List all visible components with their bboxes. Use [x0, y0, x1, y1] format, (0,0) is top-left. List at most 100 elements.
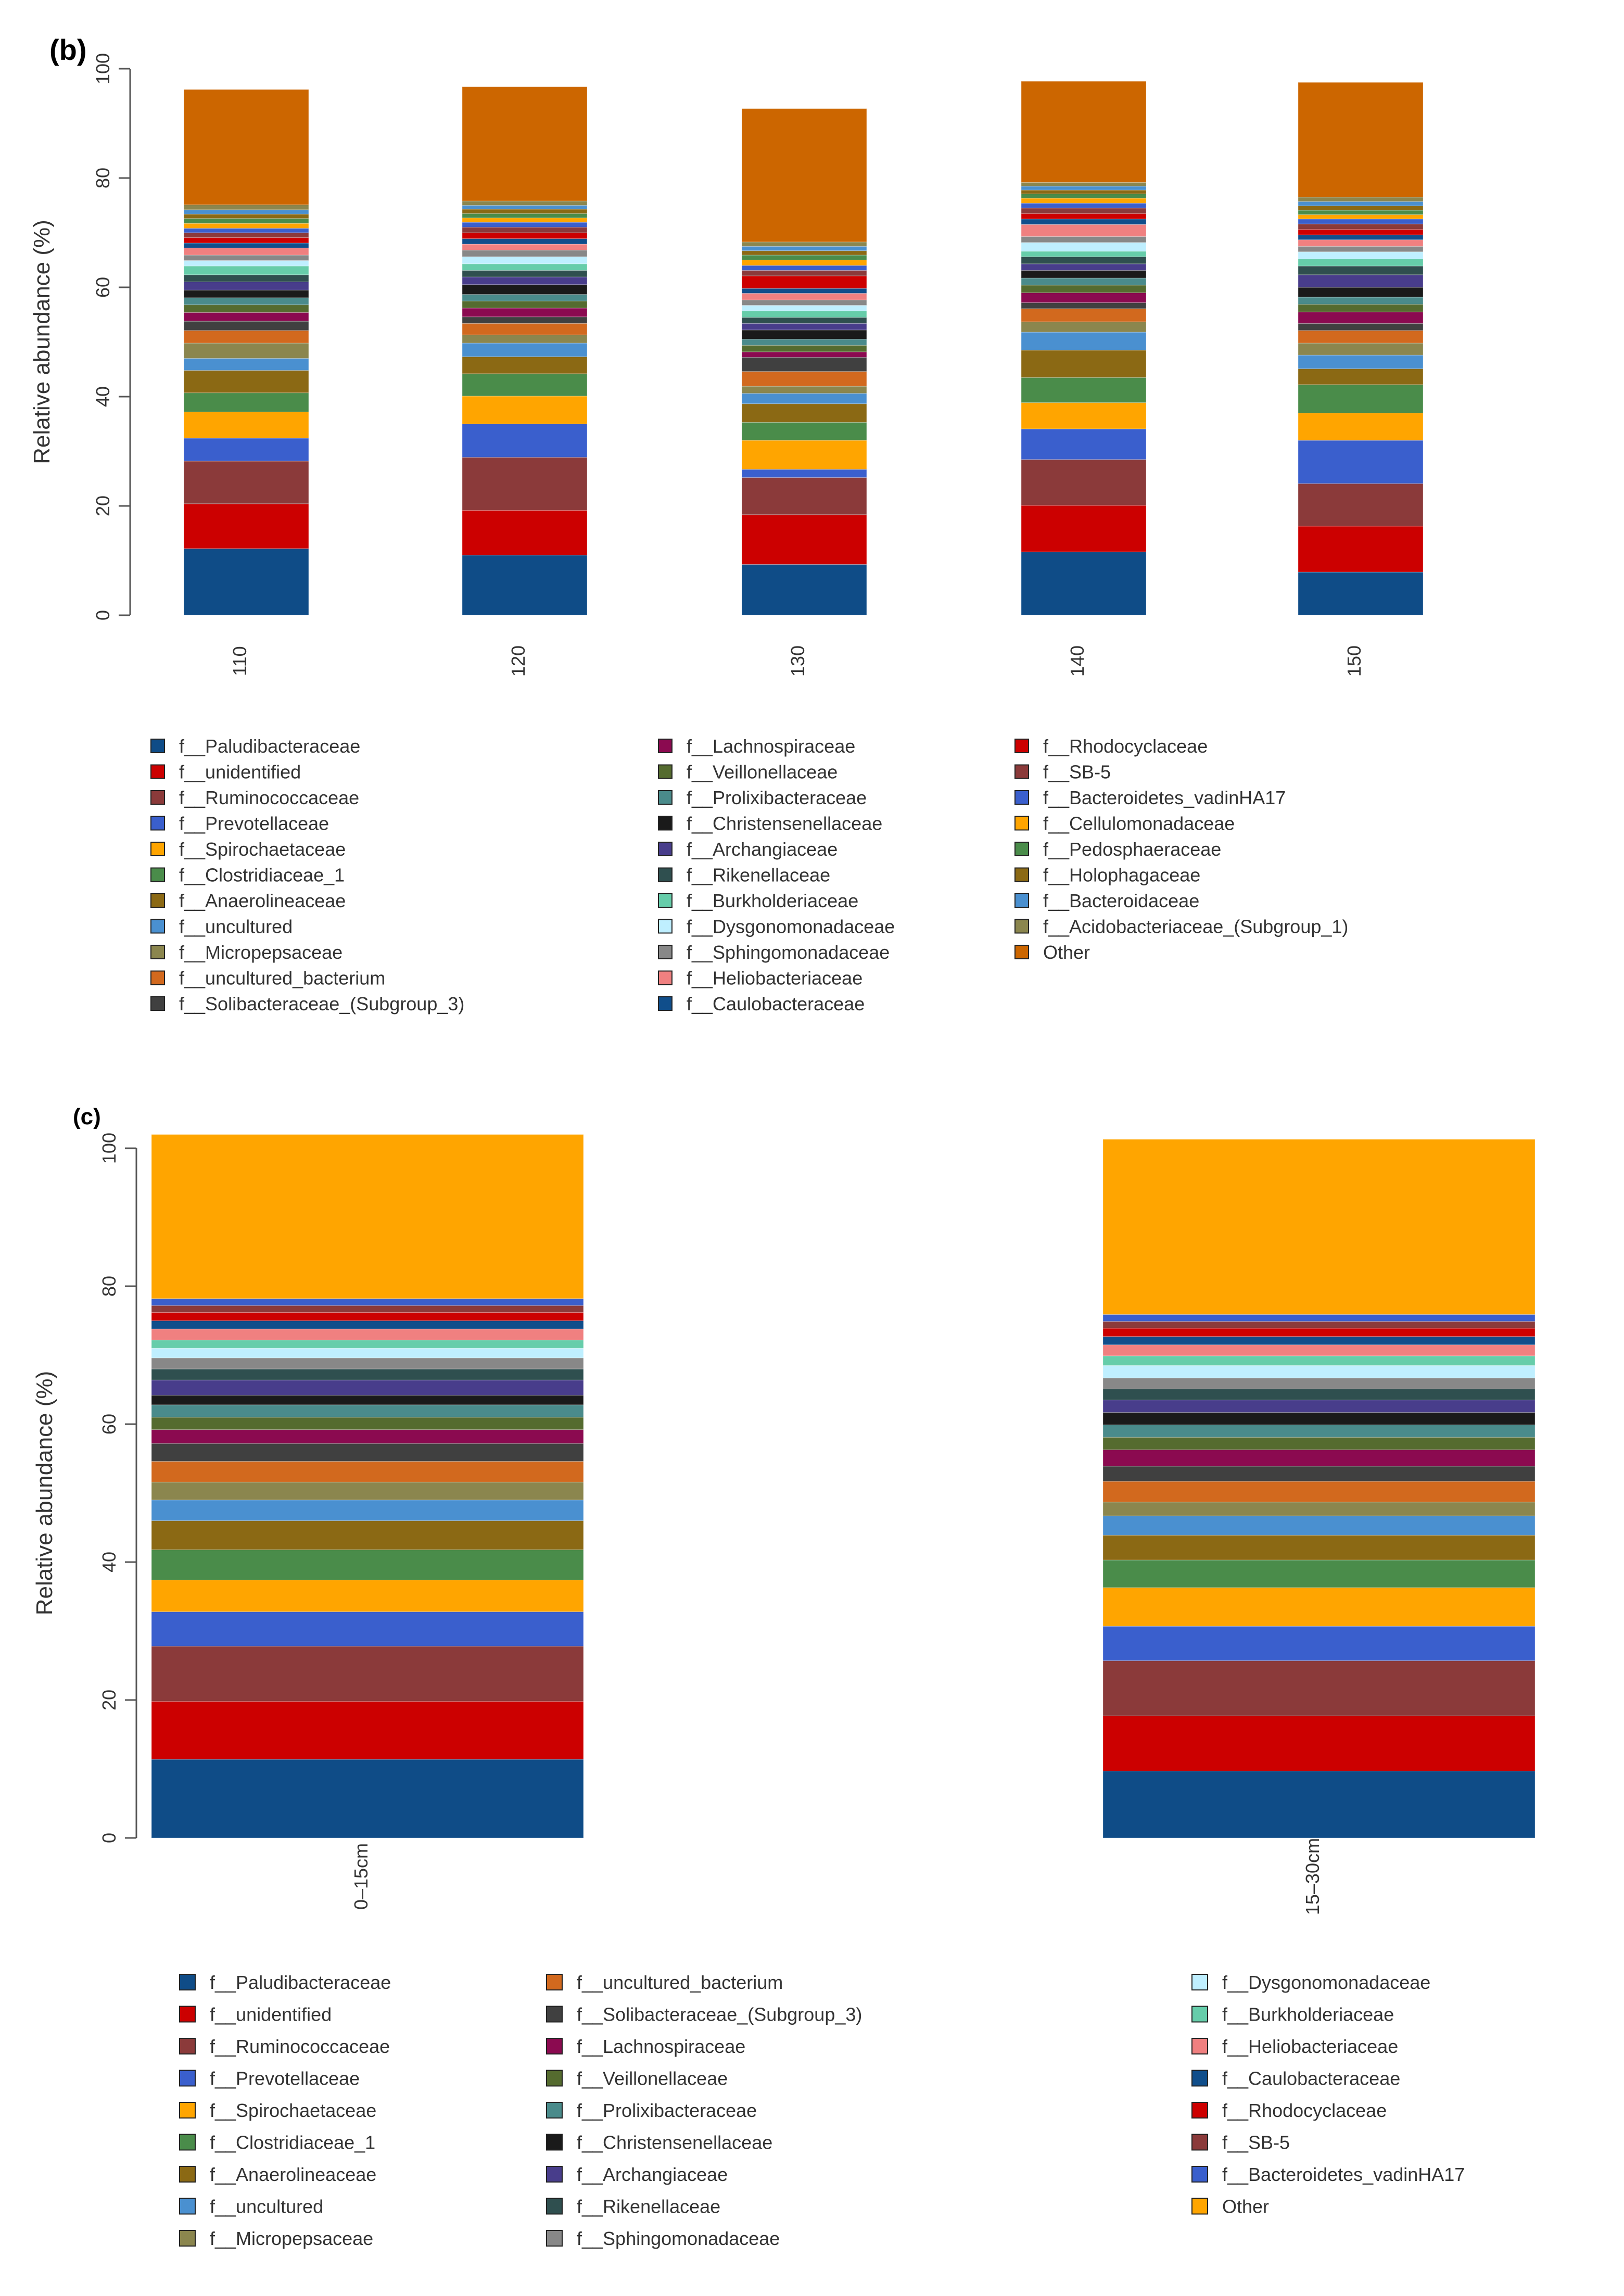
bar-segment-Holophagaceae — [1021, 189, 1147, 194]
bar-segment-Bacteroidetes_vadinHA17 — [151, 1298, 584, 1306]
bar-segment-Micropepsaceae — [183, 343, 309, 359]
bar-segment-Lachnospiraceae — [1102, 1449, 1536, 1467]
bar-segment-Dysgonomonadaceae — [151, 1348, 584, 1359]
bar-segment-Prolixibacteraceae — [1298, 297, 1424, 305]
bar-segment-Solibacteraceae_(Subgroup_3) — [1021, 302, 1147, 309]
bar-segment-uncultured_bacterium — [741, 371, 867, 387]
x-tick-label: 140 — [1067, 645, 1088, 677]
bar-segment-Prevotellaceae — [183, 438, 309, 462]
bar-segment-Acidobacteriaceae_(Subgroup_1) — [462, 200, 588, 206]
bar-segment-Veillonellaceae — [741, 345, 867, 352]
legend-swatch — [150, 945, 165, 959]
legend-swatch — [150, 842, 165, 856]
bar-segment-Micropepsaceae — [1298, 343, 1424, 356]
bar-segment-Pedosphaeraceae — [1021, 193, 1147, 199]
bar-segment-Prolixibacteraceae — [151, 1404, 584, 1418]
bar-segment-Dysgonomonadaceae — [1298, 251, 1424, 259]
bar-stack-120 — [462, 86, 588, 616]
bar-segment-unidentified — [183, 503, 309, 549]
bar-segment-Sphingomonadaceae — [1021, 236, 1147, 243]
legend-swatch — [150, 867, 165, 882]
legend-label: f__Clostridiaceae_1 — [179, 865, 345, 886]
bar-segment-Archangiaceae — [462, 276, 588, 285]
legend-label: f__Prolixibacteraceae — [577, 2100, 757, 2121]
bar-segment-Lachnospiraceae — [462, 308, 588, 318]
bar-segment-Other — [183, 89, 309, 205]
bar-segment-Bacteroidetes_vadinHA17 — [1102, 1314, 1536, 1322]
bar-stack-110 — [183, 89, 309, 616]
legend-label: f__Ruminococcaceae — [179, 787, 359, 808]
legend-swatch — [1014, 945, 1029, 959]
legend-label: f__SB-5 — [1222, 2132, 1290, 2153]
bar-segment-Caulobacteraceae — [183, 243, 309, 248]
legend-label: f__Veillonellaceae — [687, 762, 838, 783]
bar-segment-Rikenellaceae — [151, 1368, 584, 1380]
y-tick-label: 60 — [92, 277, 113, 298]
bar-segment-Caulobacteraceae — [462, 238, 588, 245]
legend-label: f__Paludibacteraceae — [210, 1972, 391, 1993]
bar-segment-Prolixibacteraceae — [183, 297, 309, 306]
bar-segment-Dysgonomonadaceae — [1102, 1365, 1536, 1378]
legend-swatch — [1014, 893, 1029, 908]
x-tick-label: 15–30cm — [1302, 1838, 1323, 1915]
bar-segment-Christensenellaceae — [183, 289, 309, 298]
legend-swatch — [658, 790, 673, 805]
bar-segment-Rikenellaceae — [1021, 256, 1147, 264]
y-axis-title: Relative abundance (%) — [32, 1371, 57, 1616]
bar-segment-Spirochaetaceae — [1021, 402, 1147, 429]
bar-segment-Prolixibacteraceae — [1102, 1424, 1536, 1438]
bar-segment-Heliobacteriaceae — [1102, 1344, 1536, 1356]
legend-label: f__Burkholderiaceae — [1222, 2004, 1394, 2025]
bar-segment-Burkholderiaceae — [183, 265, 309, 275]
bar-stack-130 — [741, 108, 867, 616]
bar-segment-SB-5 — [1021, 208, 1147, 214]
bar-segment-Lachnospiraceae — [151, 1429, 584, 1444]
legend-label: f__Dysgonomonadaceae — [687, 916, 895, 937]
x-tick-label: 150 — [1343, 645, 1365, 677]
bar-segment-uncultured — [1021, 332, 1147, 351]
bar-segment-Prolixibacteraceae — [1021, 277, 1147, 286]
legend-label: f__Spirochaetaceae — [179, 839, 346, 860]
bar-segment-Solibacteraceae_(Subgroup_3) — [1102, 1466, 1536, 1482]
y-tick-label: 20 — [92, 496, 113, 516]
bar-segment-Paludibacteraceae — [1298, 572, 1424, 616]
bar-segment-SB-5 — [151, 1305, 584, 1313]
legend-label: Other — [1222, 2196, 1269, 2217]
legend-label: f__Rhodocyclaceae — [1222, 2100, 1387, 2121]
bar-segment-Ruminococcaceae — [1298, 483, 1424, 527]
bar-segment-Anaerolineaceae — [151, 1520, 584, 1550]
bar-segment-Paludibacteraceae — [1021, 551, 1147, 616]
legend-label: f__uncultured_bacterium — [577, 1972, 783, 1993]
legend-label: f__Archangiaceae — [577, 2164, 728, 2185]
legend: f__Paludibacteraceae f__unidentified f__Ru… — [150, 735, 1348, 1014]
legend-label: f__Heliobacteriaceae — [1222, 2036, 1398, 2057]
bar-segment-Bacteroidaceae — [741, 246, 867, 251]
bar-segment-Other — [151, 1134, 584, 1299]
bar-segment-Ruminococcaceae — [741, 477, 867, 515]
legend-swatch — [150, 790, 165, 805]
legend-swatch — [179, 2038, 196, 2054]
bar-segment-Other — [1102, 1139, 1536, 1315]
bar-segment-Rhodocyclaceae — [183, 237, 309, 244]
legend-swatch — [658, 945, 673, 959]
bar-stack-150 — [1298, 82, 1424, 616]
bar-segment-Bacteroidaceae — [1021, 186, 1147, 191]
panel-label: (c) — [73, 1104, 101, 1130]
bar-segment-uncultured_bacterium — [462, 323, 588, 335]
legend-swatch — [1014, 739, 1029, 753]
bar-segment-Prevotellaceae — [741, 469, 867, 478]
legend-swatch — [658, 739, 673, 753]
bar-segment-Bacteroidaceae — [183, 209, 309, 214]
bar-segment-Rhodocyclaceae — [151, 1312, 584, 1321]
bar-segment-Ruminococcaceae — [183, 461, 309, 504]
legend-label: f__Caulobacteraceae — [687, 993, 865, 1014]
legend-label: f__Lachnospiraceae — [687, 735, 855, 757]
bar-segment-Ruminococcaceae — [1102, 1660, 1536, 1716]
bar-segment-Burkholderiaceae — [741, 310, 867, 318]
bar-segment-Clostridiaceae_1 — [183, 392, 309, 412]
legend-swatch — [1014, 790, 1029, 805]
bar-segment-Rikenellaceae — [1298, 265, 1424, 275]
legend-swatch — [150, 816, 165, 831]
bar-stack-15–30cm — [1102, 1139, 1536, 1838]
legend-label: f__unidentified — [210, 2004, 332, 2025]
